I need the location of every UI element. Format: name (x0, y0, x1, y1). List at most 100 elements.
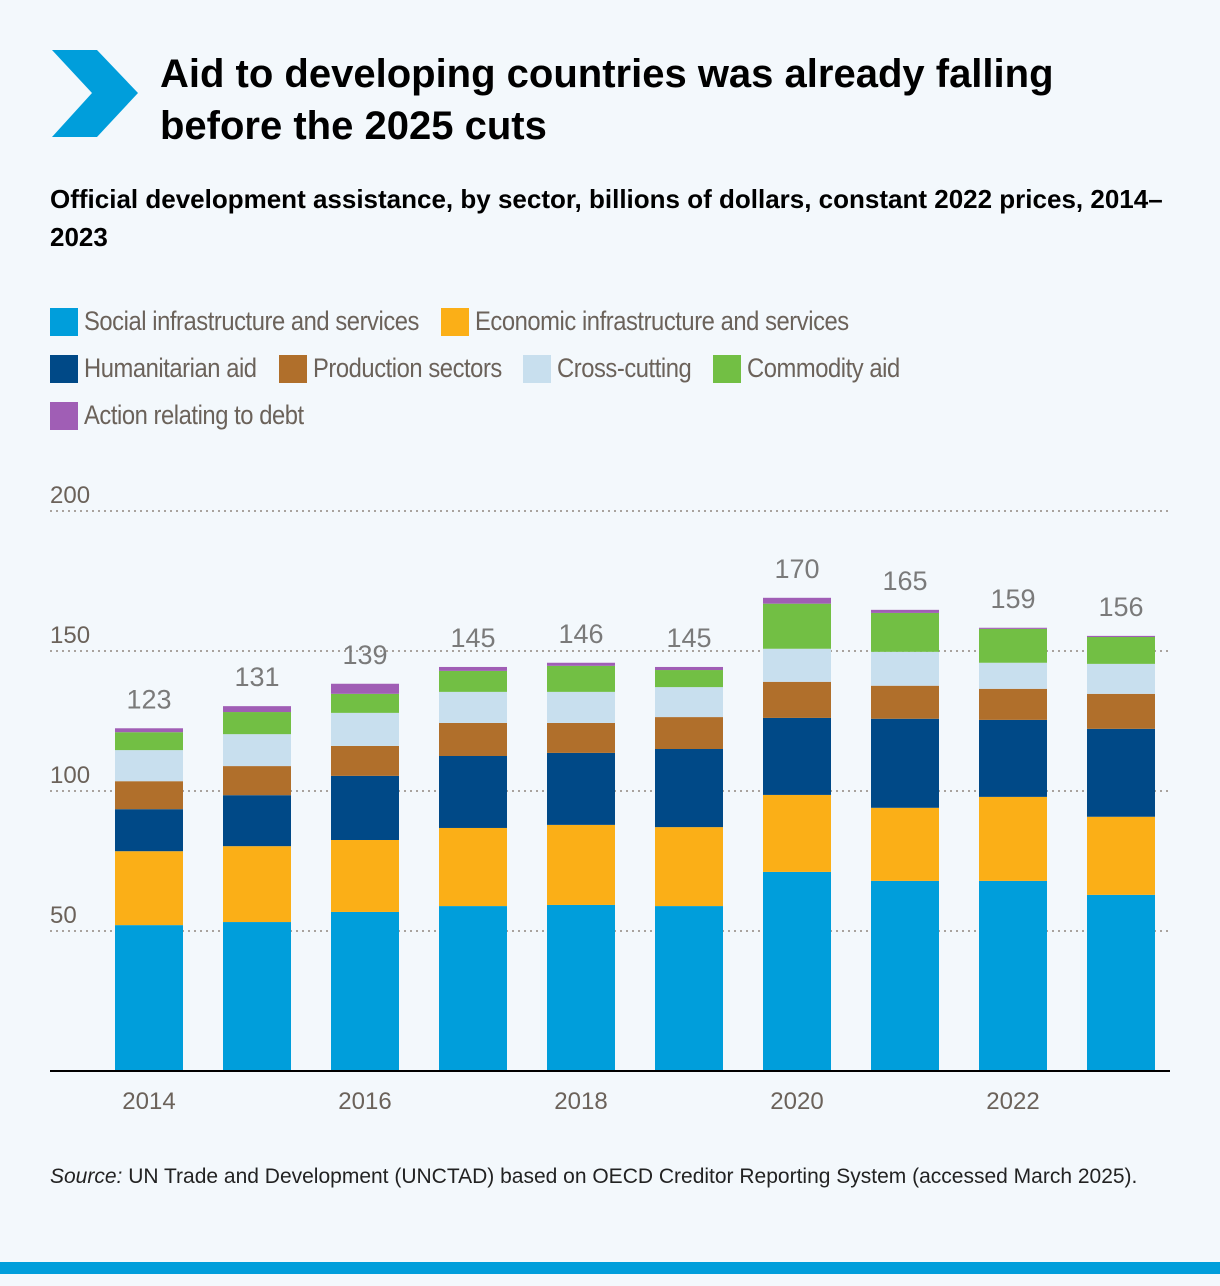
bar-segment (331, 775, 399, 840)
x-tick-label: 2018 (554, 1088, 607, 1115)
bar-segment (223, 706, 291, 713)
legend-row: Humanitarian aid Production sectors Cross-… (50, 345, 1190, 392)
legend-label: Social infrastructure and services (84, 306, 419, 336)
bar-segment (763, 597, 831, 604)
bar-segment (763, 794, 831, 872)
legend-swatch (50, 401, 78, 430)
source-note: Source: UN Trade and Development (UNCTAD… (50, 1163, 1150, 1191)
bar-segment (331, 840, 399, 912)
legend-row: Social infrastructure and services Econom… (50, 298, 1190, 345)
bar-segment (439, 670, 507, 692)
total-label: 159 (990, 584, 1035, 614)
bar-segment (115, 781, 183, 810)
total-label: 145 (666, 623, 711, 653)
bar-segment (223, 712, 291, 735)
bar-segment (115, 851, 183, 926)
bar-segment (439, 906, 507, 1071)
x-tick-label: 2016 (338, 1088, 391, 1115)
legend-item: Commodity aid (712, 353, 900, 384)
bar-segment (331, 683, 399, 694)
bar-segment (1087, 894, 1155, 1071)
y-tick-label: 150 (50, 622, 90, 649)
legend-item: Production sectors (278, 353, 502, 384)
bar-segment (223, 846, 291, 923)
legend-swatch (50, 307, 78, 336)
x-tick-label: 2014 (122, 1088, 175, 1115)
legend-item: Social infrastructure and services (50, 306, 419, 337)
chevron-right-icon (50, 48, 140, 140)
bar-segment (331, 693, 399, 713)
bar-segment (115, 728, 183, 733)
total-label: 123 (126, 684, 171, 714)
legend-swatch (278, 354, 307, 383)
bar-segment (871, 718, 939, 808)
bar-segment (1087, 663, 1155, 694)
bar-segment (547, 662, 615, 666)
bottom-accent-bar (0, 1262, 1220, 1274)
legend-label: Production sectors (312, 353, 502, 383)
y-tick-label: 100 (50, 762, 90, 789)
source-text: UN Trade and Development (UNCTAD) based … (122, 1165, 1138, 1188)
legend-swatch (712, 354, 741, 383)
bar-segment (655, 906, 723, 1071)
legend-label: Commodity aid (746, 353, 900, 383)
bar-segment (115, 809, 183, 852)
stacked-bar-chart: 50 100 150 200 123 2014 131 139 2016 145 146 2018 14… (50, 482, 1170, 1115)
chart-subtitle: Official development assistance, by sect… (50, 184, 1163, 252)
bar-segment (223, 922, 291, 1071)
bar-segment (979, 662, 1047, 689)
bar-segment (979, 796, 1047, 881)
bar-segment (547, 665, 615, 692)
y-tick-label: 50 (50, 902, 77, 929)
chart-title: Aid to developing countries was already … (160, 52, 1054, 148)
bar-segment (979, 880, 1047, 1071)
bar-segment (655, 827, 723, 907)
bar-segment (871, 609, 939, 613)
total-label: 139 (342, 640, 387, 670)
bar-segment (763, 717, 831, 795)
bar-segment (763, 681, 831, 718)
legend-label: Action relating to debt (84, 400, 304, 430)
total-label: 156 (1098, 592, 1143, 622)
bar-segment (223, 795, 291, 847)
bar-segment (115, 750, 183, 782)
y-tick-label: 200 (50, 482, 90, 509)
legend-item: Economic infrastructure and services (440, 306, 849, 337)
legend-item: Humanitarian aid (50, 353, 257, 384)
bar-segment (439, 827, 507, 907)
bar-segment (1087, 816, 1155, 895)
bar-segment (655, 717, 723, 749)
legend-item: Cross-cutting (523, 353, 692, 384)
bar-segment (547, 904, 615, 1071)
bar-segment (439, 722, 507, 756)
bar-segment (115, 925, 183, 1071)
bar-segment (655, 749, 723, 828)
bar-segment (763, 603, 831, 649)
bar-segment (331, 712, 399, 746)
bar-segment (439, 756, 507, 828)
bar-segment (979, 627, 1047, 629)
total-label: 131 (234, 662, 279, 692)
bar-segment (1087, 728, 1155, 817)
bar-segment (763, 871, 831, 1071)
bar-segment (1087, 637, 1155, 664)
bar-segment (439, 691, 507, 723)
legend-swatch (523, 354, 552, 383)
bar-segment (871, 651, 939, 686)
legend-swatch (50, 354, 78, 383)
bar-segment (439, 666, 507, 671)
bar-segment (871, 685, 939, 719)
legend: Social infrastructure and services Econom… (50, 298, 1190, 439)
bar-segment (547, 691, 615, 723)
legend-label: Humanitarian aid (84, 353, 257, 383)
legend-row: Action relating to debt (50, 392, 1190, 439)
x-tick-label: 2020 (770, 1088, 823, 1115)
bar-segment (115, 732, 183, 751)
bar-segment (547, 824, 615, 905)
bar-segment (331, 745, 399, 776)
bar-segment (871, 807, 939, 881)
bar-segment (223, 766, 291, 796)
total-label: 145 (450, 623, 495, 653)
x-tick-label: 2022 (986, 1088, 1039, 1115)
bar-segment (1087, 635, 1155, 637)
